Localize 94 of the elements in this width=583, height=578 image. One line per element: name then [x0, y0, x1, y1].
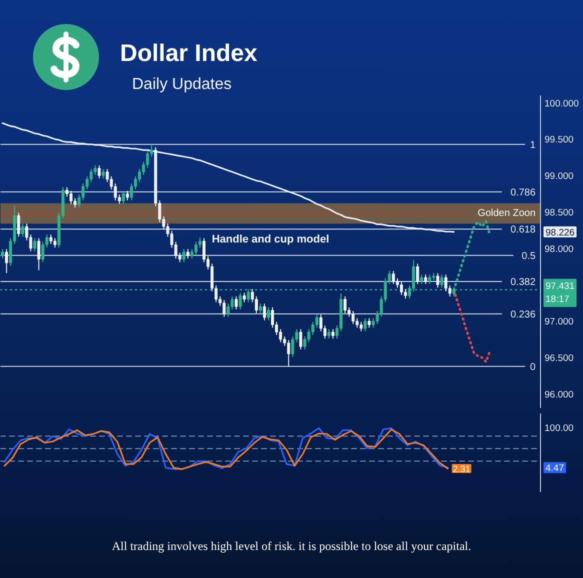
- chart-subtitle: Daily Updates: [132, 75, 232, 95]
- candlestick: [21, 223, 24, 238]
- candlestick: [368, 318, 371, 328]
- candlestick: [299, 328, 302, 350]
- candlestick: [444, 274, 448, 292]
- candlestick: [94, 164, 97, 176]
- candlestick: [190, 248, 194, 260]
- candlestick: [266, 306, 270, 321]
- candlestick: [17, 212, 20, 238]
- text: All trading involves high level of risk. it is possible to lose all your capital.: [110, 538, 472, 555]
- candlestick: [74, 198, 77, 208]
- candlestick: [372, 318, 375, 328]
- candlestick: [37, 238, 40, 271]
- candlestick: [238, 292, 242, 310]
- candlestick: [230, 296, 234, 310]
- candlestick: [356, 318, 359, 328]
- candlestick: [396, 278, 399, 288]
- candlestick: [291, 336, 294, 358]
- data-label: 2.31: [452, 464, 470, 474]
- candlestick: [424, 274, 428, 285]
- candlestick: [202, 238, 206, 263]
- annotation: Handle and cup model: [212, 233, 330, 246]
- candlestick: [279, 328, 282, 343]
- candlestick: [234, 296, 238, 310]
- candlestick: [122, 190, 125, 204]
- candlestick: [98, 164, 101, 179]
- candlestick: [352, 310, 355, 325]
- candlestick: [70, 190, 73, 204]
- candlestick: [254, 296, 258, 314]
- y2-tick-label: 1: [530, 140, 536, 151]
- candlestick: [41, 241, 44, 263]
- candlestick: [364, 318, 367, 332]
- candlestick: [49, 234, 52, 244]
- candlestick: [1, 248, 4, 260]
- candlestick: [106, 168, 109, 183]
- line-series: [2, 122, 455, 233]
- y-tick-label: 100.00: [544, 423, 574, 434]
- candlestick: [65, 186, 68, 198]
- candlestick: [130, 183, 133, 201]
- candlestick: [242, 292, 246, 303]
- candlestick: [331, 328, 334, 340]
- y2-tick-label: 0.5: [522, 250, 536, 262]
- candlestick: [5, 248, 8, 274]
- y2-tick-label: 0: [530, 362, 536, 373]
- candlestick: [222, 300, 226, 318]
- candlestick: [344, 296, 347, 314]
- ref-line-label: 97.431 18:17: [546, 280, 575, 305]
- candlestick: [114, 183, 117, 201]
- candlestick: [436, 272, 440, 288]
- candlestick: [404, 288, 407, 300]
- candlestick: [416, 263, 420, 285]
- candlestick: [440, 274, 444, 288]
- y-tick-label: 99.500: [544, 134, 574, 146]
- candlestick: [360, 321, 363, 332]
- y-tick-label: 100.000: [544, 98, 579, 110]
- candlestick: [319, 314, 322, 332]
- candlestick: [194, 241, 198, 256]
- y2-tick-label: 0.786: [510, 187, 536, 198]
- line-series: [452, 288, 492, 364]
- y-tick-label: 96.500: [544, 353, 574, 364]
- chart-title: Dollar Index: [120, 39, 258, 69]
- candlestick: [327, 328, 330, 340]
- candlestick: [271, 306, 274, 328]
- candlestick: [428, 274, 432, 285]
- candlestick: [287, 340, 290, 367]
- candlestick: [82, 183, 85, 201]
- candlestick: [182, 248, 186, 263]
- y2-tick-label: 0.382: [510, 277, 536, 288]
- candlestick: [102, 168, 105, 179]
- y-tick-label: 96.000: [544, 389, 574, 400]
- candlestick: [186, 248, 190, 260]
- candlestick: [392, 270, 395, 285]
- candlestick: [138, 168, 142, 183]
- candlestick: [315, 314, 318, 328]
- candlestick: [33, 238, 36, 252]
- candlestick: [400, 281, 403, 296]
- y-tick-label: 4.47: [546, 463, 564, 474]
- candlestick: [303, 336, 306, 350]
- y-tick-label: 98.000: [544, 244, 574, 255]
- y-tick-label: 97.000: [544, 316, 574, 328]
- band-label: Golden Zoon: [478, 208, 536, 219]
- candlestick: [198, 236, 202, 248]
- candlestick: [126, 190, 129, 201]
- candlestick: [420, 274, 424, 285]
- y2-tick-label: 0.618: [510, 224, 536, 236]
- candlestick: [146, 150, 150, 168]
- y2-tick-label: 0.236: [510, 309, 536, 320]
- candlestick: [262, 303, 266, 321]
- candlestick: [53, 238, 56, 248]
- candlestick: [258, 303, 262, 314]
- candlestick: [90, 168, 93, 183]
- y-tick-label: 98.226: [546, 227, 575, 238]
- y-tick-label: 99.000: [544, 171, 574, 182]
- y-tick-label: 98.500: [544, 207, 574, 218]
